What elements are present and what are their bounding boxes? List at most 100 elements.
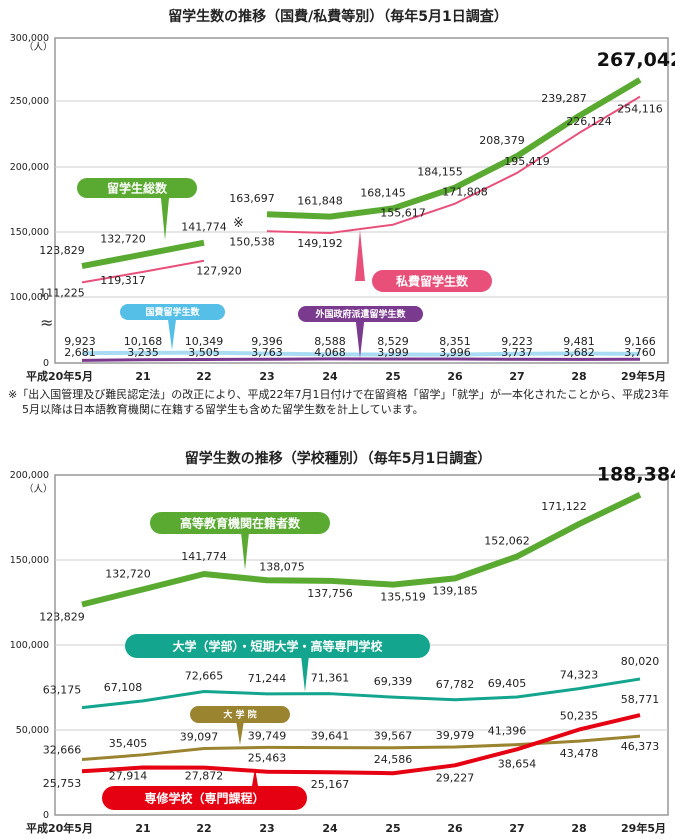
data-label-total: 208,379 bbox=[479, 134, 525, 147]
data-label-university: 63,175 bbox=[43, 684, 82, 697]
data-label-university: 74,323 bbox=[560, 669, 599, 682]
data-label-gov: 9,166 bbox=[624, 335, 656, 348]
data-label-university: 71,244 bbox=[248, 672, 287, 685]
callout-higher-ed-text: 高等教育機関在籍者数 bbox=[180, 516, 301, 531]
data-label-higher-ed: 171,122 bbox=[541, 500, 587, 513]
data-label-foreign-gov: 3,682 bbox=[563, 346, 595, 359]
data-label-graduate: 39,097 bbox=[180, 731, 219, 744]
data-label-graduate: 35,405 bbox=[109, 737, 148, 750]
data-label-foreign-gov: 3,737 bbox=[501, 346, 533, 359]
callout-private bbox=[372, 270, 492, 292]
series-line-private bbox=[266, 95, 641, 235]
data-label-private: 150,538 bbox=[229, 235, 275, 248]
chart1-y-tick: 300,000 bbox=[10, 33, 49, 44]
callout-gov-pointer bbox=[167, 312, 177, 350]
data-label-university: 67,782 bbox=[436, 678, 475, 691]
data-label-private: 226,124 bbox=[566, 115, 612, 128]
chart2-y-unit: （人） bbox=[24, 483, 53, 495]
data-label-higher-ed: 137,756 bbox=[307, 587, 353, 600]
data-label-total: 132,720 bbox=[100, 232, 146, 245]
chart2-x-tick: 22 bbox=[196, 822, 211, 835]
chart1-y-tick: 100,000 bbox=[10, 292, 49, 303]
series-line-graduate bbox=[81, 734, 641, 761]
chart2-y-tick: 100,000 bbox=[10, 640, 49, 651]
data-label-gov: 10,349 bbox=[185, 335, 224, 348]
footnote-text: ※「出入国管理及び難民認定法」の改正により、平成22年7月1日付けで在留資格「留… bbox=[8, 388, 670, 416]
chart1-x-tick: 25 bbox=[385, 370, 400, 383]
chart2-x-tick: 23 bbox=[259, 822, 274, 835]
data-label-gov: 9,396 bbox=[251, 335, 283, 348]
data-label-university: 71,361 bbox=[311, 672, 350, 685]
data-label-vocational: 27,914 bbox=[109, 770, 148, 783]
data-label-total: 168,145 bbox=[360, 186, 406, 199]
chart1-y-tick: 200,000 bbox=[10, 162, 49, 173]
data-label-foreign-gov: 3,763 bbox=[251, 346, 283, 359]
data-label-university: 69,339 bbox=[374, 675, 413, 688]
series-line-foreign-gov bbox=[81, 357, 641, 362]
data-label-gov: 9,223 bbox=[501, 335, 533, 348]
callout-university bbox=[125, 634, 430, 658]
data-label-higher-ed: 135,519 bbox=[380, 591, 426, 604]
data-label-higher-ed: 188,384 bbox=[597, 464, 675, 486]
data-label-foreign-gov: 2,681 bbox=[64, 346, 96, 359]
data-label-total: 267,042 bbox=[597, 49, 675, 71]
callout-total-pointer bbox=[160, 188, 170, 240]
data-label-university: 72,665 bbox=[185, 669, 224, 682]
data-label-university: 80,020 bbox=[621, 655, 660, 668]
data-label-vocational: 29,227 bbox=[436, 771, 475, 784]
data-label-graduate: 39,567 bbox=[374, 730, 413, 743]
data-label-gov: 8,351 bbox=[439, 335, 471, 348]
data-label-private: 149,192 bbox=[297, 237, 343, 250]
callout-foreign-gov bbox=[298, 306, 423, 322]
chart2-x-tick: 28 bbox=[571, 822, 586, 835]
data-label-gov: 8,529 bbox=[377, 335, 409, 348]
callout-total-text: 留学生総数 bbox=[107, 181, 168, 196]
chart1-x-tick: 27 bbox=[509, 370, 524, 383]
data-label-total: 239,287 bbox=[541, 92, 587, 105]
data-label-total: 123,829 bbox=[39, 244, 85, 257]
chart2-x-tick: 25 bbox=[385, 822, 400, 835]
data-label-vocational: 38,654 bbox=[498, 757, 537, 770]
series-line-total bbox=[266, 77, 642, 220]
data-label-total: 163,697 bbox=[229, 192, 275, 205]
chart1-x-tick: 28 bbox=[571, 370, 586, 383]
callout-higher-ed-pointer bbox=[240, 523, 250, 570]
data-label-vocational: 50,235 bbox=[560, 710, 599, 723]
data-label-higher-ed: 139,185 bbox=[432, 584, 478, 597]
data-label-gov: 9,481 bbox=[563, 335, 595, 348]
chart2-x-tick: 26 bbox=[447, 822, 463, 835]
data-label-higher-ed: 132,720 bbox=[105, 567, 151, 580]
callout-graduate-text: 大 学 院 bbox=[223, 709, 256, 721]
data-label-private: 171,808 bbox=[442, 186, 488, 199]
data-label-foreign-gov: 3,235 bbox=[127, 346, 159, 359]
footnote: ※「出入国管理及び難民認定法」の改正により、平成22年7月1日付けで在留資格「留… bbox=[8, 387, 673, 417]
chart1-y-tick: 250,000 bbox=[10, 96, 49, 107]
callout-foreign-gov-text: 外国政府派遣留学生数 bbox=[314, 308, 406, 320]
callout-university-text: 大学（学部）・短期大学・高等専門学校 bbox=[172, 639, 383, 654]
chart2-x-tick: 24 bbox=[322, 822, 338, 835]
series-line-university bbox=[81, 677, 641, 710]
data-label-graduate: 41,396 bbox=[488, 725, 527, 738]
chart2-y-tick: 0 bbox=[43, 810, 49, 821]
data-label-vocational: 25,463 bbox=[248, 752, 287, 765]
data-label-foreign-gov: 3,505 bbox=[188, 346, 220, 359]
data-label-vocational: 27,872 bbox=[185, 770, 224, 783]
data-label-vocational: 58,771 bbox=[621, 693, 660, 706]
data-label-total: 184,155 bbox=[417, 166, 463, 179]
chart1-plot-frame bbox=[54, 37, 669, 364]
break-marker: ※ bbox=[233, 216, 244, 231]
data-label-private: 119,317 bbox=[100, 274, 146, 287]
chart1-x-tick: 21 bbox=[135, 370, 150, 383]
axis-break-icon: ≈ bbox=[40, 313, 53, 332]
data-label-total: 161,848 bbox=[297, 195, 343, 208]
data-label-graduate: 39,749 bbox=[248, 729, 287, 742]
chart1-x-tick: 29年5月 bbox=[621, 369, 666, 383]
chart1-x-tick: 26 bbox=[447, 370, 463, 383]
data-label-private: 155,617 bbox=[380, 207, 426, 220]
data-label-graduate: 39,979 bbox=[436, 729, 475, 742]
chart1-y-tick: 0 bbox=[43, 358, 49, 369]
callout-graduate bbox=[190, 706, 290, 723]
chart2-y-tick: 50,000 bbox=[16, 725, 49, 736]
callout-private-text: 私費留学生数 bbox=[395, 274, 469, 289]
